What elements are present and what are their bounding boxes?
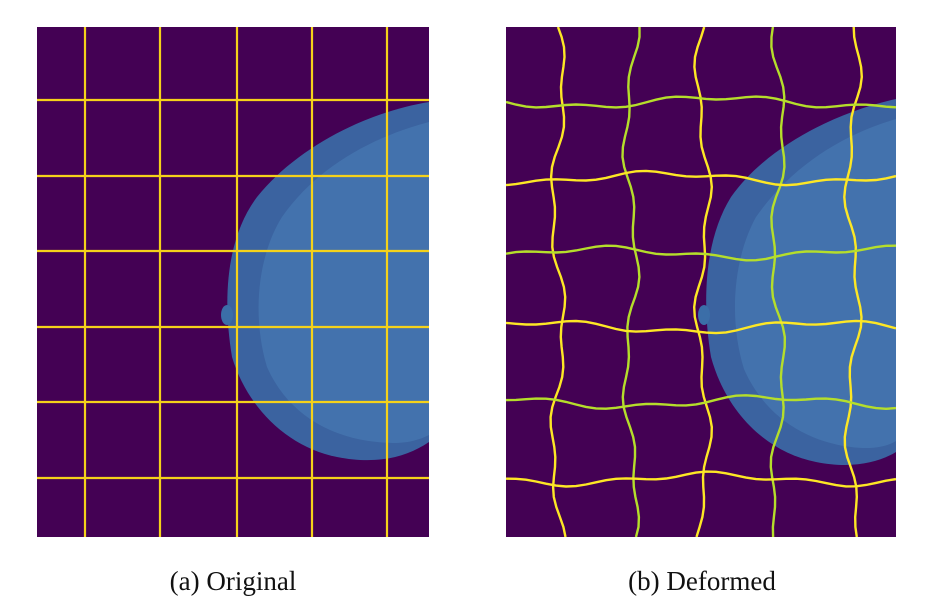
- deformed-grid-line-vertical: [621, 27, 641, 537]
- regular-grid: [37, 27, 429, 537]
- deformed-grid-line-vertical: [549, 27, 567, 537]
- deformed-grid-line-horizontal: [506, 470, 896, 488]
- caption-original: (a) Original: [169, 566, 297, 596]
- original-image: [37, 27, 429, 537]
- nipple: [221, 305, 233, 325]
- deformed-grid-line-horizontal: [506, 244, 896, 262]
- deformed-grid-line-vertical: [843, 27, 864, 537]
- deformed-grid-line-horizontal: [506, 319, 896, 335]
- deformed-grid-line-vertical: [692, 27, 714, 537]
- original-image-panel: [37, 27, 429, 537]
- deformed-grid: [506, 27, 896, 537]
- caption-deformed: (b) Deformed: [628, 566, 776, 596]
- deformed-grid-line-horizontal: [506, 394, 896, 411]
- deformed-grid-line-horizontal: [506, 169, 896, 187]
- deformed-image-panel: [506, 27, 896, 537]
- deformed-grid-line-vertical: [769, 27, 787, 537]
- deformed-grid-line-horizontal: [506, 95, 896, 109]
- nipple: [698, 305, 710, 325]
- deformed-image: [506, 27, 896, 537]
